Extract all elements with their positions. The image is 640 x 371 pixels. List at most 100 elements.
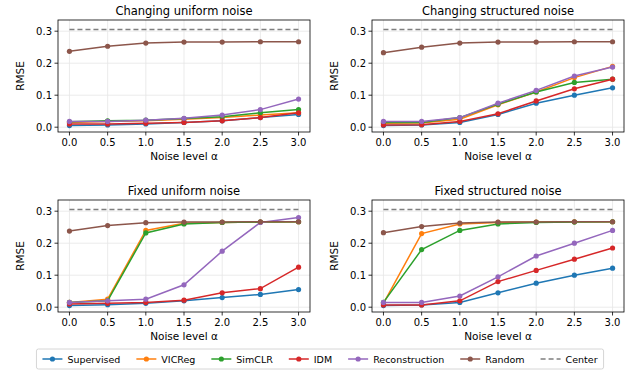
grid-line — [107, 20, 108, 132]
tick-label: 0.0 — [376, 317, 392, 328]
tick — [55, 211, 59, 212]
grid-line — [612, 20, 613, 132]
tick — [260, 312, 261, 316]
point — [610, 245, 615, 250]
point — [610, 64, 615, 69]
point — [143, 297, 148, 302]
legend-marker — [468, 356, 473, 361]
tick-label: 0.3 — [36, 206, 52, 217]
series-line — [383, 268, 612, 305]
tick — [536, 312, 537, 316]
panel: 0.00.10.20.30.00.51.01.52.02.53.0Fixed u… — [14, 184, 310, 342]
legend-label: VICReg — [161, 354, 195, 365]
tick-label: 2.0 — [528, 137, 544, 148]
tick — [369, 275, 373, 276]
point — [495, 274, 500, 279]
point — [381, 300, 386, 305]
tick — [55, 63, 59, 64]
point — [419, 247, 424, 252]
point — [296, 219, 301, 224]
tick — [459, 132, 460, 136]
tick-label: 0.5 — [100, 317, 116, 328]
point — [534, 219, 539, 224]
point — [67, 119, 72, 124]
point — [610, 77, 615, 82]
point — [457, 221, 462, 226]
legend-label: SimCLR — [236, 354, 273, 365]
point — [419, 300, 424, 305]
x-label: Noise level α — [464, 150, 532, 162]
point — [457, 115, 462, 120]
point — [181, 116, 186, 121]
series-line — [69, 209, 298, 211]
series-line — [383, 248, 612, 305]
point — [181, 219, 186, 224]
series-line — [383, 230, 612, 302]
tick — [55, 275, 59, 276]
point — [296, 39, 301, 44]
point — [610, 219, 615, 224]
legend-item: Center — [541, 354, 598, 365]
title: Changing uniform noise — [115, 4, 252, 18]
point — [534, 268, 539, 273]
point — [181, 282, 186, 287]
series-line — [69, 110, 298, 122]
tick-label: 0.0 — [36, 302, 52, 313]
legend-marker — [296, 356, 301, 361]
series-line — [383, 88, 612, 126]
point — [296, 110, 301, 115]
point — [258, 219, 263, 224]
point — [258, 107, 263, 112]
point — [534, 253, 539, 258]
series-line — [69, 222, 298, 303]
point — [181, 116, 186, 121]
point — [495, 112, 500, 117]
legend-label: Reconstruction — [373, 354, 444, 365]
tick — [55, 95, 59, 96]
point — [258, 115, 263, 120]
tick-label: 0.2 — [36, 238, 52, 249]
y-label: RMSE — [14, 241, 26, 271]
point — [572, 273, 577, 278]
point — [534, 39, 539, 44]
tick — [369, 95, 373, 96]
point — [572, 219, 577, 224]
point — [220, 219, 225, 224]
point — [495, 279, 500, 284]
tick — [369, 211, 373, 212]
grid-line — [69, 20, 70, 132]
tick-label: 1.5 — [176, 317, 192, 328]
grid-line — [145, 20, 146, 132]
point — [572, 219, 577, 224]
series-line — [69, 222, 298, 303]
point — [67, 300, 72, 305]
tick — [612, 312, 613, 316]
point — [105, 298, 110, 303]
legend-box — [36, 349, 603, 369]
point — [572, 93, 577, 98]
grid-line — [383, 200, 384, 312]
tick — [574, 312, 575, 316]
series-line — [69, 99, 298, 121]
point — [534, 88, 539, 93]
tick-label: 0.5 — [414, 137, 430, 148]
point — [495, 111, 500, 116]
tick-label: 1.0 — [452, 137, 468, 148]
tick-label: 0.5 — [100, 137, 116, 148]
tick — [612, 132, 613, 136]
point — [457, 293, 462, 298]
point — [381, 300, 386, 305]
tick-label: 2.5 — [566, 317, 582, 328]
point — [534, 219, 539, 224]
legend-item: VICReg — [136, 354, 195, 365]
point — [181, 39, 186, 44]
point — [296, 110, 301, 115]
tick-label: 1.5 — [490, 317, 506, 328]
point — [220, 220, 225, 225]
tick — [145, 312, 146, 316]
series-line — [383, 79, 612, 122]
tick — [69, 312, 70, 316]
point — [258, 219, 263, 224]
point — [296, 96, 301, 101]
point — [419, 119, 424, 124]
